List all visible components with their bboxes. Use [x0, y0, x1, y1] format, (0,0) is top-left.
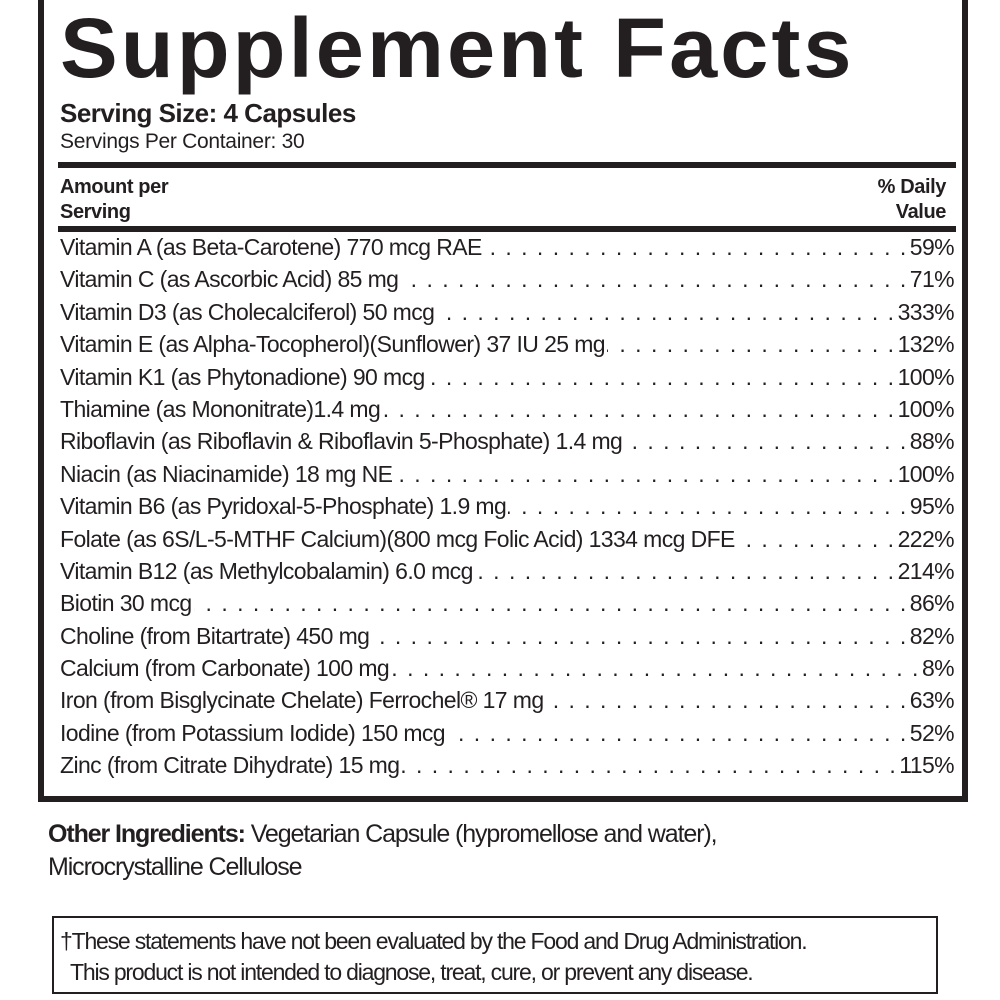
nutrient-row: Folate (as 6S/L-5-MTHF Calcium)(800 mcg … — [60, 525, 955, 558]
dot-leader — [447, 720, 908, 747]
dot-leader — [436, 299, 895, 326]
nutrient-daily-value: 63% — [909, 687, 955, 714]
dot-leader — [508, 493, 908, 520]
other-ingredients-label: Other Ingredients: — [48, 820, 246, 848]
other-ingredients-line1: Vegetarian Capsule (hypromellose and wat… — [244, 820, 718, 848]
nutrient-row: Vitamin E (as Alpha-Tocopherol)(Sunflowe… — [60, 331, 955, 363]
nutrient-row: Iron (from Bisglycinate Chelate) Ferroch… — [60, 687, 955, 719]
nutrient-daily-value: 86% — [909, 590, 955, 617]
nutrient-row: Vitamin C (as Ascorbic Acid) 85 mg 71% — [60, 266, 955, 298]
nutrient-name: Zinc (from Citrate Dihydrate) 15 mg — [60, 752, 400, 779]
nutrient-row: Riboflavin (as Riboflavin & Riboflavin 5… — [60, 428, 955, 460]
nutrient-daily-value: 132% — [897, 331, 955, 358]
nutrient-row: Niacin (as Niacinamide) 18 mg NE 100% — [60, 460, 955, 493]
fda-disclaimer: †These statements have not been evaluate… — [52, 916, 938, 994]
nutrient-name: Vitamin D3 (as Cholecalciferol) 50 mcg — [60, 298, 435, 325]
daily-value-header: % Daily Value — [877, 175, 947, 225]
nutrient-row: Vitamin D3 (as Cholecalciferol) 50 mcg 33… — [60, 298, 955, 331]
nutrient-daily-value: 222% — [897, 525, 955, 552]
nutrient-row: Vitamin A (as Beta-Carotene) 770 mcg RAE… — [60, 234, 955, 266]
nutrient-daily-value: 71% — [909, 266, 955, 293]
servings-per-container: Servings Per Container: 30 — [60, 130, 305, 153]
nutrient-daily-value: 333% — [897, 298, 955, 325]
nutrient-daily-value: 59% — [909, 234, 955, 260]
amount-header-line2: Serving — [60, 201, 131, 223]
other-ingredients-line2: Microcrystalline Cellulose — [48, 853, 303, 881]
nutrient-daily-value: 82% — [909, 622, 955, 649]
nutrient-row: Vitamin B6 (as Pyridoxal-5-Phosphate) 1.… — [60, 493, 955, 525]
dot-leader — [427, 364, 896, 391]
dv-header-line2: Value — [895, 201, 947, 223]
dot-leader — [401, 752, 897, 779]
nutrient-daily-value: 100% — [897, 460, 955, 487]
disclaimer-line2: This product is not intended to diagnose… — [70, 959, 754, 985]
disclaimer-line1: †These statements have not been evaluate… — [60, 928, 808, 954]
nutrient-row: Thiamine (as Mononitrate)1.4 mg 100% — [60, 395, 955, 428]
nutrient-name: Vitamin B12 (as Methylcobalamin) 6.0 mcg — [60, 557, 473, 584]
nutrient-daily-value: 8% — [921, 655, 955, 682]
nutrient-row: Biotin 30 mcg 86% — [60, 590, 955, 622]
nutrient-row: Calcium (from Carbonate) 100 mg 8% — [60, 655, 955, 687]
nutrient-daily-value: 115% — [899, 752, 954, 779]
thick-divider — [58, 162, 956, 168]
dot-leader — [624, 428, 908, 455]
nutrient-name: Biotin 30 mcg — [60, 590, 192, 617]
nutrient-name: Vitamin A (as Beta-Carotene) 770 mcg RAE — [60, 234, 482, 260]
nutrient-name: Folate (as 6S/L-5-MTHF Calcium)(800 mcg … — [60, 525, 735, 552]
nutrient-name: Vitamin C (as Ascorbic Acid) 85 mg — [60, 266, 399, 293]
nutrient-name: Calcium (from Carbonate) 100 mg — [60, 655, 390, 682]
dv-header-line1: % Daily — [877, 176, 947, 198]
nutrient-row: Iodine (from Potassium Iodide) 150 mcg 52… — [60, 719, 955, 752]
nutrient-list: Vitamin A (as Beta-Carotene) 770 mcg RAE… — [60, 234, 955, 785]
dot-leader — [371, 623, 907, 650]
nutrient-daily-value: 100% — [897, 395, 955, 422]
dot-leader — [546, 687, 908, 714]
header-divider — [58, 226, 956, 232]
dot-leader — [400, 266, 907, 293]
dot-leader — [607, 331, 896, 358]
dot-leader — [382, 396, 895, 423]
nutrient-row: Choline (from Bitartrate) 450 mg 82% — [60, 622, 955, 655]
dot-leader — [391, 655, 920, 682]
nutrient-row: Zinc (from Citrate Dihydrate) 15 mg 115% — [60, 752, 955, 784]
panel-title: Supplement Facts — [60, 1, 855, 95]
nutrient-name: Vitamin K1 (as Phytonadione) 90 mcg — [60, 363, 425, 390]
nutrient-daily-value: 214% — [897, 557, 955, 584]
amount-header-line1: Amount per — [60, 176, 169, 198]
nutrient-name: Iron (from Bisglycinate Chelate) Ferroch… — [60, 687, 544, 714]
dot-leader — [484, 234, 908, 261]
dot-leader — [737, 526, 896, 553]
nutrient-name: Riboflavin (as Riboflavin & Riboflavin 5… — [60, 428, 623, 455]
dot-leader — [394, 461, 895, 488]
nutrient-name: Vitamin E (as Alpha-Tocopherol)(Sunflowe… — [60, 331, 606, 358]
nutrient-name: Vitamin B6 (as Pyridoxal-5-Phosphate) 1.… — [60, 493, 507, 520]
other-ingredients: Other Ingredients: Vegetarian Capsule (h… — [48, 818, 718, 884]
nutrient-name: Choline (from Bitartrate) 450 mg — [60, 622, 370, 649]
amount-header: Amount per Serving — [60, 175, 169, 225]
nutrient-daily-value: 95% — [909, 493, 955, 520]
nutrient-name: Niacin (as Niacinamide) 18 mg NE — [60, 460, 393, 487]
serving-size: Serving Size: 4 Capsules — [60, 98, 356, 128]
nutrient-row: Vitamin B12 (as Methylcobalamin) 6.0 mcg… — [60, 557, 955, 590]
nutrient-daily-value: 88% — [909, 428, 955, 455]
nutrient-row: Vitamin K1 (as Phytonadione) 90 mcg 100% — [60, 363, 955, 396]
dot-leader — [475, 558, 896, 585]
nutrient-daily-value: 52% — [909, 719, 955, 746]
nutrient-name: Thiamine (as Mononitrate)1.4 mg — [60, 395, 381, 422]
nutrient-name: Iodine (from Potassium Iodide) 150 mcg — [60, 719, 446, 746]
nutrient-daily-value: 100% — [897, 363, 955, 390]
supplement-facts-panel: Supplement Facts Serving Size: 4 Capsule… — [38, 0, 968, 802]
dot-leader — [194, 590, 908, 617]
